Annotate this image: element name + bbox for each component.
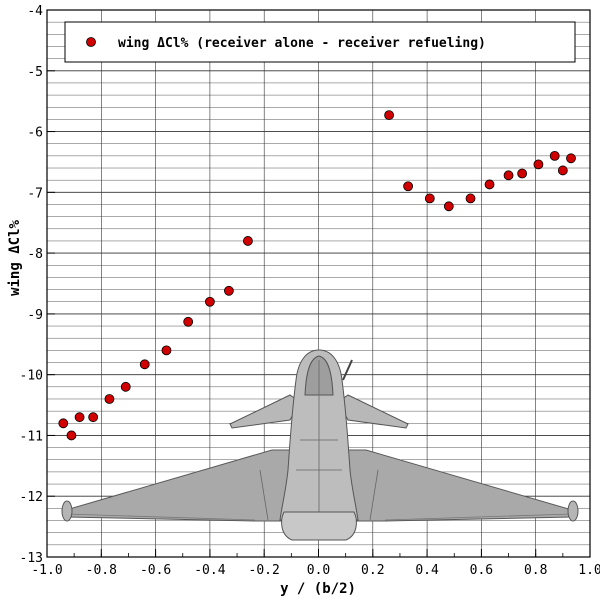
data-point [66,430,77,441]
y-tick-label: -12 [20,490,43,505]
legend-label: wing ΔCl% (receiver alone - receiver ref… [118,36,486,51]
aircraft-illustration [61,349,579,541]
data-point [58,418,69,429]
data-point [88,412,99,423]
legend: wing ΔCl% (receiver alone - receiver ref… [64,21,576,63]
y-tick-label: -8 [27,247,43,262]
y-tick-label: -11 [20,429,43,444]
data-point [183,316,194,327]
x-tick-label: 0.4 [415,563,439,578]
y-axis-title: wing ΔCl% [7,220,23,296]
legend-box [64,21,576,63]
y-tick-label: -4 [27,4,43,19]
data-point [74,412,85,423]
data-point [243,236,253,246]
data-point [533,159,544,170]
x-tick-label: -1.0 [31,563,62,578]
x-tick-label: -0.6 [140,563,171,578]
axis-ticks [46,9,591,558]
x-tick-label: 0.8 [524,563,547,578]
data-point [139,359,150,370]
tick-labels: -1.0 -0.8 -0.6 -0.4 -0.2 0.0 0.2 0.4 0.6 0.8 1.0 -1… [20,4,600,578]
x-tick-label: 1.0 [578,563,600,578]
y-tick-label: -13 [20,551,43,566]
data-point [503,170,514,181]
data-point [517,168,528,179]
data-point [384,110,394,121]
data-point [557,165,568,176]
data-point [161,345,172,356]
x-tick-label: -0.4 [194,563,225,578]
y-tick-label: -6 [27,126,43,141]
data-point [120,381,131,392]
data-point [443,201,454,212]
x-tick-label: 0.6 [470,563,493,578]
x-tick-label: -0.8 [86,563,117,578]
y-tick-label: -10 [20,369,43,384]
x-tick-label: -0.2 [249,563,280,578]
x-tick-label: 0.2 [361,563,384,578]
x-axis-title: y / (b/2) [280,581,356,597]
y-tick-label: -5 [27,65,43,80]
data-point [465,193,476,204]
data-point [104,394,115,404]
y-tick-label: -7 [27,186,43,201]
y-tick-label: -9 [27,308,43,323]
data-points [58,110,576,441]
legend-marker [86,37,96,47]
x-tick-label: 0.0 [307,563,330,578]
data-point [484,179,495,190]
data-point [224,285,234,296]
data-point [403,181,413,192]
data-point [549,150,560,161]
data-point [566,153,576,164]
data-point [424,193,435,204]
data-point [204,296,215,307]
